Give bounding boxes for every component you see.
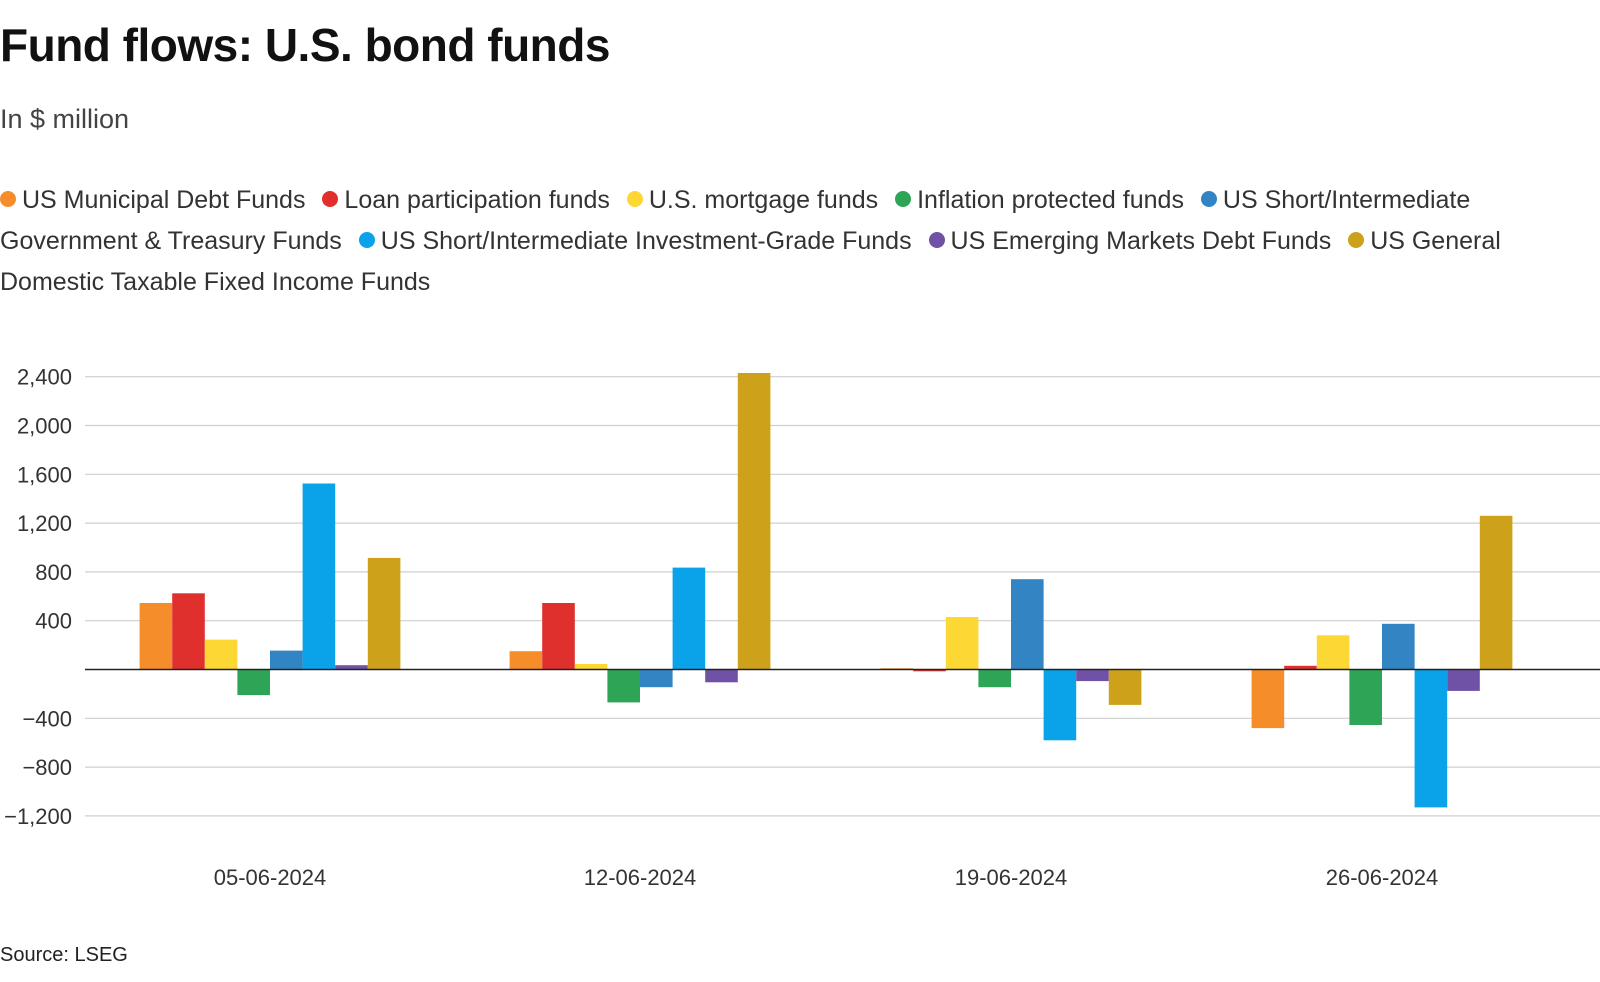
legend-item-us-emerging-markets-debt-funds: US Emerging Markets Debt Funds xyxy=(928,227,1332,255)
bar-us-general-domestic-taxable-fixed-income-funds-05-06-2024 xyxy=(367,557,401,670)
bar-us-emerging-markets-debt-funds-12-06-2024 xyxy=(705,669,738,683)
bar-inflation-protected-funds-12-06-2024 xyxy=(607,669,640,703)
grid-lines xyxy=(85,376,1600,817)
bar-loan-participation-funds-26-06-2024 xyxy=(1284,665,1317,670)
y-tick-label: 400 xyxy=(35,609,72,634)
y-tick-label: 1,200 xyxy=(17,511,72,536)
chart-subtitle: In $ million xyxy=(0,104,130,134)
y-tick-label: −1,200 xyxy=(4,804,72,829)
bar-us-short-intermediate-investment-grade-funds-19-06-2024 xyxy=(1043,669,1077,741)
bar-chart: 2,400 2,000 1,600 1,200 800 400 −400 −800 −1,200… xyxy=(4,365,1600,890)
legend-swatch xyxy=(1200,191,1217,207)
legend-swatch xyxy=(626,191,643,207)
legend-item-us-short-intermediate-investment-grade-funds: US Short/Intermediate Investment-Grade F… xyxy=(358,227,912,255)
legend-swatch xyxy=(895,191,912,207)
axes: 2,400 2,000 1,600 1,200 800 400 −400 −800 −1,200… xyxy=(4,365,1600,890)
legend-item-inflation-protected-funds: Inflation protected funds xyxy=(895,186,1184,214)
bar-us-general-domestic-taxable-fixed-income-funds-12-06-2024 xyxy=(737,373,771,670)
bar-loan-participation-funds-12-06-2024 xyxy=(542,603,575,670)
bar-us-short-intermediate-government-treasury-funds-05-06-2024 xyxy=(270,650,303,670)
legend-item-u-s-mortgage-funds: U.S. mortgage funds xyxy=(626,186,879,214)
x-tick-label: 05-06-2024 xyxy=(214,865,327,890)
legend-label: Inflation protected funds xyxy=(917,186,1184,214)
legend-swatch xyxy=(0,191,16,207)
x-tick-label: 19-06-2024 xyxy=(955,865,1068,890)
source-note: Source: LSEG xyxy=(0,944,128,966)
legend-item-us-municipal-debt-funds: US Municipal Debt Funds xyxy=(0,186,305,214)
legend-label: US General Domestic Taxable Fixed Income… xyxy=(0,227,1501,296)
bar-us-general-domestic-taxable-fixed-income-funds-26-06-2024 xyxy=(1479,515,1513,670)
legend-swatch xyxy=(358,232,375,248)
bar-u-s-mortgage-funds-26-06-2024 xyxy=(1316,635,1350,670)
bar-u-s-mortgage-funds-12-06-2024 xyxy=(574,664,608,670)
bar-inflation-protected-funds-19-06-2024 xyxy=(978,669,1011,688)
bar-us-short-intermediate-government-treasury-funds-12-06-2024 xyxy=(640,669,673,688)
bar-inflation-protected-funds-26-06-2024 xyxy=(1349,669,1382,725)
legend-item-loan-participation-funds: Loan participation funds xyxy=(322,186,610,214)
bar-us-emerging-markets-debt-funds-26-06-2024 xyxy=(1447,669,1480,691)
x-tick-label: 12-06-2024 xyxy=(584,865,697,890)
bar-inflation-protected-funds-05-06-2024 xyxy=(237,669,270,696)
legend-label: US Municipal Debt Funds xyxy=(22,186,306,214)
chart-legend: US Municipal Debt Funds Loan participati… xyxy=(0,180,1520,303)
bar-us-municipal-debt-funds-05-06-2024 xyxy=(139,603,173,670)
legend-swatch xyxy=(928,232,945,248)
legend-label: US Short/Intermediate Government & Treas… xyxy=(0,186,1471,255)
bar-us-short-intermediate-investment-grade-funds-26-06-2024 xyxy=(1414,669,1448,808)
bar-u-s-mortgage-funds-05-06-2024 xyxy=(204,639,238,670)
bar-us-general-domestic-taxable-fixed-income-funds-19-06-2024 xyxy=(1108,669,1142,705)
bar-us-short-intermediate-government-treasury-funds-19-06-2024 xyxy=(1011,579,1044,670)
bar-us-emerging-markets-debt-funds-05-06-2024 xyxy=(335,665,368,670)
chart-title: Fund flows: U.S. bond funds xyxy=(0,19,610,71)
bar-us-emerging-markets-debt-funds-19-06-2024 xyxy=(1076,669,1109,682)
legend-swatch xyxy=(322,191,339,207)
bar-us-municipal-debt-funds-26-06-2024 xyxy=(1251,669,1285,729)
legend-item-us-general-domestic-taxable-fixed-income-funds: US General Domestic Taxable Fixed Income… xyxy=(0,227,1501,296)
legend-item-us-short-intermediate-government-treasury-funds: US Short/Intermediate Government & Treas… xyxy=(0,186,1470,255)
bar-us-short-intermediate-investment-grade-funds-12-06-2024 xyxy=(672,567,706,670)
bar-us-municipal-debt-funds-12-06-2024 xyxy=(509,651,543,670)
bar-u-s-mortgage-funds-19-06-2024 xyxy=(945,617,979,670)
bar-us-short-intermediate-government-treasury-funds-26-06-2024 xyxy=(1382,623,1415,670)
legend-label: US Emerging Markets Debt Funds xyxy=(950,227,1332,255)
bars xyxy=(139,373,1513,808)
y-tick-label: −800 xyxy=(22,755,72,780)
legend-label: US Short/Intermediate Investment-Grade F… xyxy=(380,227,912,255)
y-tick-label: −400 xyxy=(22,706,72,731)
y-tick-label: 2,000 xyxy=(17,414,72,439)
legend-label: Loan participation funds xyxy=(344,186,610,214)
bar-loan-participation-funds-19-06-2024 xyxy=(913,669,946,672)
y-tick-label: 800 xyxy=(35,560,72,585)
y-tick-label: 2,400 xyxy=(17,365,72,390)
x-tick-label: 26-06-2024 xyxy=(1326,865,1439,890)
y-tick-label: 1,600 xyxy=(17,462,72,487)
legend-swatch xyxy=(1348,232,1365,248)
bar-loan-participation-funds-05-06-2024 xyxy=(172,593,205,670)
bar-us-short-intermediate-investment-grade-funds-05-06-2024 xyxy=(302,483,336,670)
legend-label: U.S. mortgage funds xyxy=(648,186,879,214)
